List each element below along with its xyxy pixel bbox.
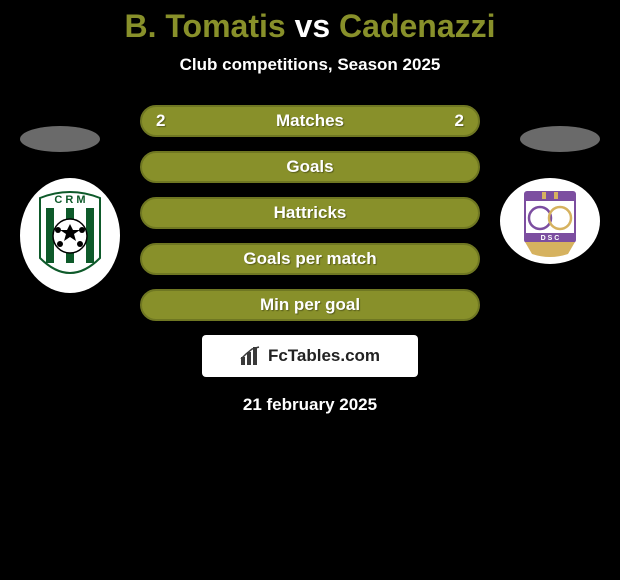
stat-row: Hattricks: [140, 197, 480, 229]
stat-right-value: 2: [455, 111, 464, 131]
brand-box: FcTables.com: [202, 335, 418, 377]
player2-name: Cadenazzi: [339, 8, 495, 44]
right-ellipse: [520, 126, 600, 152]
date-text: 21 february 2025: [0, 395, 620, 415]
player1-name: B. Tomatis: [124, 8, 285, 44]
stat-label: Goals: [286, 157, 333, 177]
subtitle: Club competitions, Season 2025: [0, 55, 620, 75]
stat-row: Goals per match: [140, 243, 480, 275]
left-ellipse: [20, 126, 100, 152]
bar-chart-icon: [240, 345, 262, 367]
stat-left-value: 2: [156, 111, 165, 131]
team1-crest-icon: C R M: [20, 178, 120, 293]
svg-text:C R M: C R M: [54, 194, 85, 206]
stats-panel: 2 Matches 2 Goals Hattricks Goals per match Mi…: [140, 105, 480, 321]
vs-text: vs: [295, 8, 331, 44]
team2-crest-icon: D S C: [500, 178, 600, 264]
brand-text: FcTables.com: [268, 346, 380, 366]
stat-row: Goals: [140, 151, 480, 183]
team1-badge: C R M: [20, 178, 120, 293]
stat-row: 2 Matches 2: [140, 105, 480, 137]
stat-row: Min per goal: [140, 289, 480, 321]
brand-suffix: Tables.com: [288, 346, 380, 365]
stat-label: Hattricks: [274, 203, 347, 223]
stat-label: Matches: [276, 111, 344, 131]
stat-label: Goals per match: [243, 249, 376, 269]
svg-text:D S C: D S C: [541, 235, 560, 242]
page-title: B. Tomatis vs Cadenazzi: [0, 8, 620, 45]
team2-badge: D S C: [500, 178, 600, 264]
comparison-card: B. Tomatis vs Cadenazzi Club competition…: [0, 0, 620, 580]
brand-prefix: Fc: [268, 346, 288, 365]
stat-label: Min per goal: [260, 295, 360, 315]
